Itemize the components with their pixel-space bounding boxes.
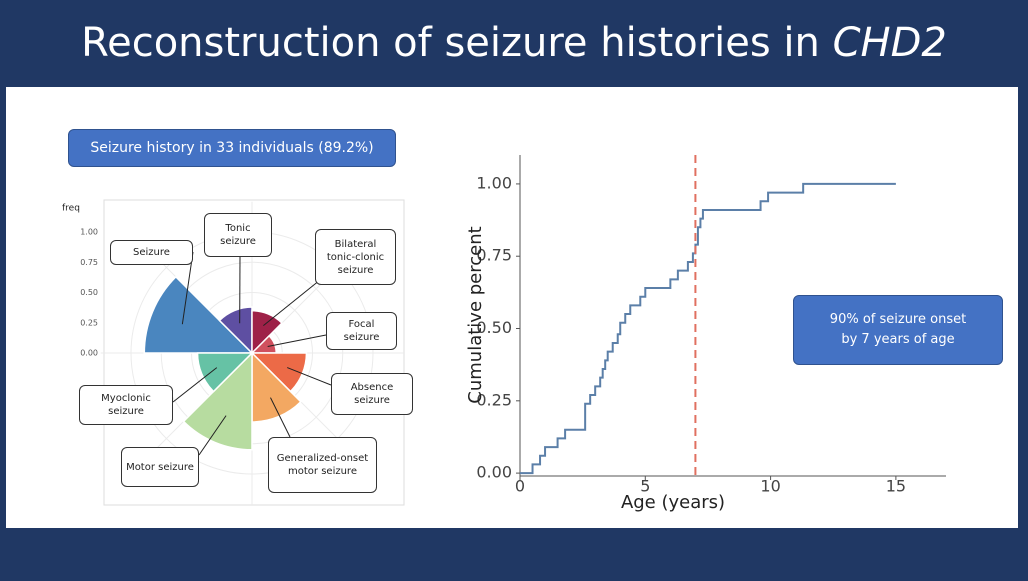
title-gene: CHD2 xyxy=(833,20,947,66)
rose-wedge xyxy=(182,351,253,451)
slide-title: Reconstruction of seizure histories in C… xyxy=(81,20,947,66)
y-tick-label: 0.75 xyxy=(476,246,512,265)
x-tick-label: 15 xyxy=(886,477,906,496)
category-label: Absence seizure xyxy=(331,373,413,415)
leader-line xyxy=(267,334,327,348)
leader-line xyxy=(287,367,332,386)
leader-line xyxy=(172,367,218,403)
y-tick-label: 0.25 xyxy=(80,318,98,327)
callout: 90% of seizure onset by 7 years of age xyxy=(793,295,1003,365)
y-tick-label: 0.50 xyxy=(476,318,512,337)
category-label: Focal seizure xyxy=(326,312,397,350)
title-text: Reconstruction of seizure histories in xyxy=(81,20,820,66)
rose-wedge xyxy=(143,275,254,354)
y-tick-label: 0.00 xyxy=(80,349,98,358)
category-label: Bilateral tonic-clonic seizure xyxy=(315,229,396,285)
badge: Seizure history in 33 individuals (89.2%… xyxy=(68,129,396,167)
y-tick-label: 1.00 xyxy=(476,173,512,192)
y-tick-label: 0.00 xyxy=(476,463,512,482)
category-label: Motor seizure xyxy=(121,447,199,487)
leader-line xyxy=(181,251,194,325)
rose-wedge xyxy=(218,306,253,355)
category-label: Seizure xyxy=(110,240,193,265)
x-tick-label: 0 xyxy=(515,477,525,496)
x-tick-label: 10 xyxy=(760,477,780,496)
leader-line xyxy=(198,415,227,456)
category-label: Myoclonic seizure xyxy=(79,385,173,425)
category-label: Generalized-onset motor seizure xyxy=(268,437,377,493)
leader-line xyxy=(263,279,321,327)
y-axis-label: Cumulative percent xyxy=(465,226,486,403)
y-tick-label: 1.00 xyxy=(80,228,98,237)
x-tick-label: 5 xyxy=(640,477,650,496)
axis-label: freq xyxy=(62,204,80,214)
rose-wedge xyxy=(196,352,254,393)
y-tick-label: 0.25 xyxy=(476,390,512,409)
rose-wedge xyxy=(251,309,284,355)
x-axis-label: Age (years) xyxy=(621,492,725,513)
category-label: Tonic seizure xyxy=(204,213,272,257)
step-line xyxy=(520,182,896,475)
y-tick-label: 0.75 xyxy=(80,258,98,267)
y-tick-label: 0.50 xyxy=(80,288,98,297)
leader-line xyxy=(270,397,291,438)
